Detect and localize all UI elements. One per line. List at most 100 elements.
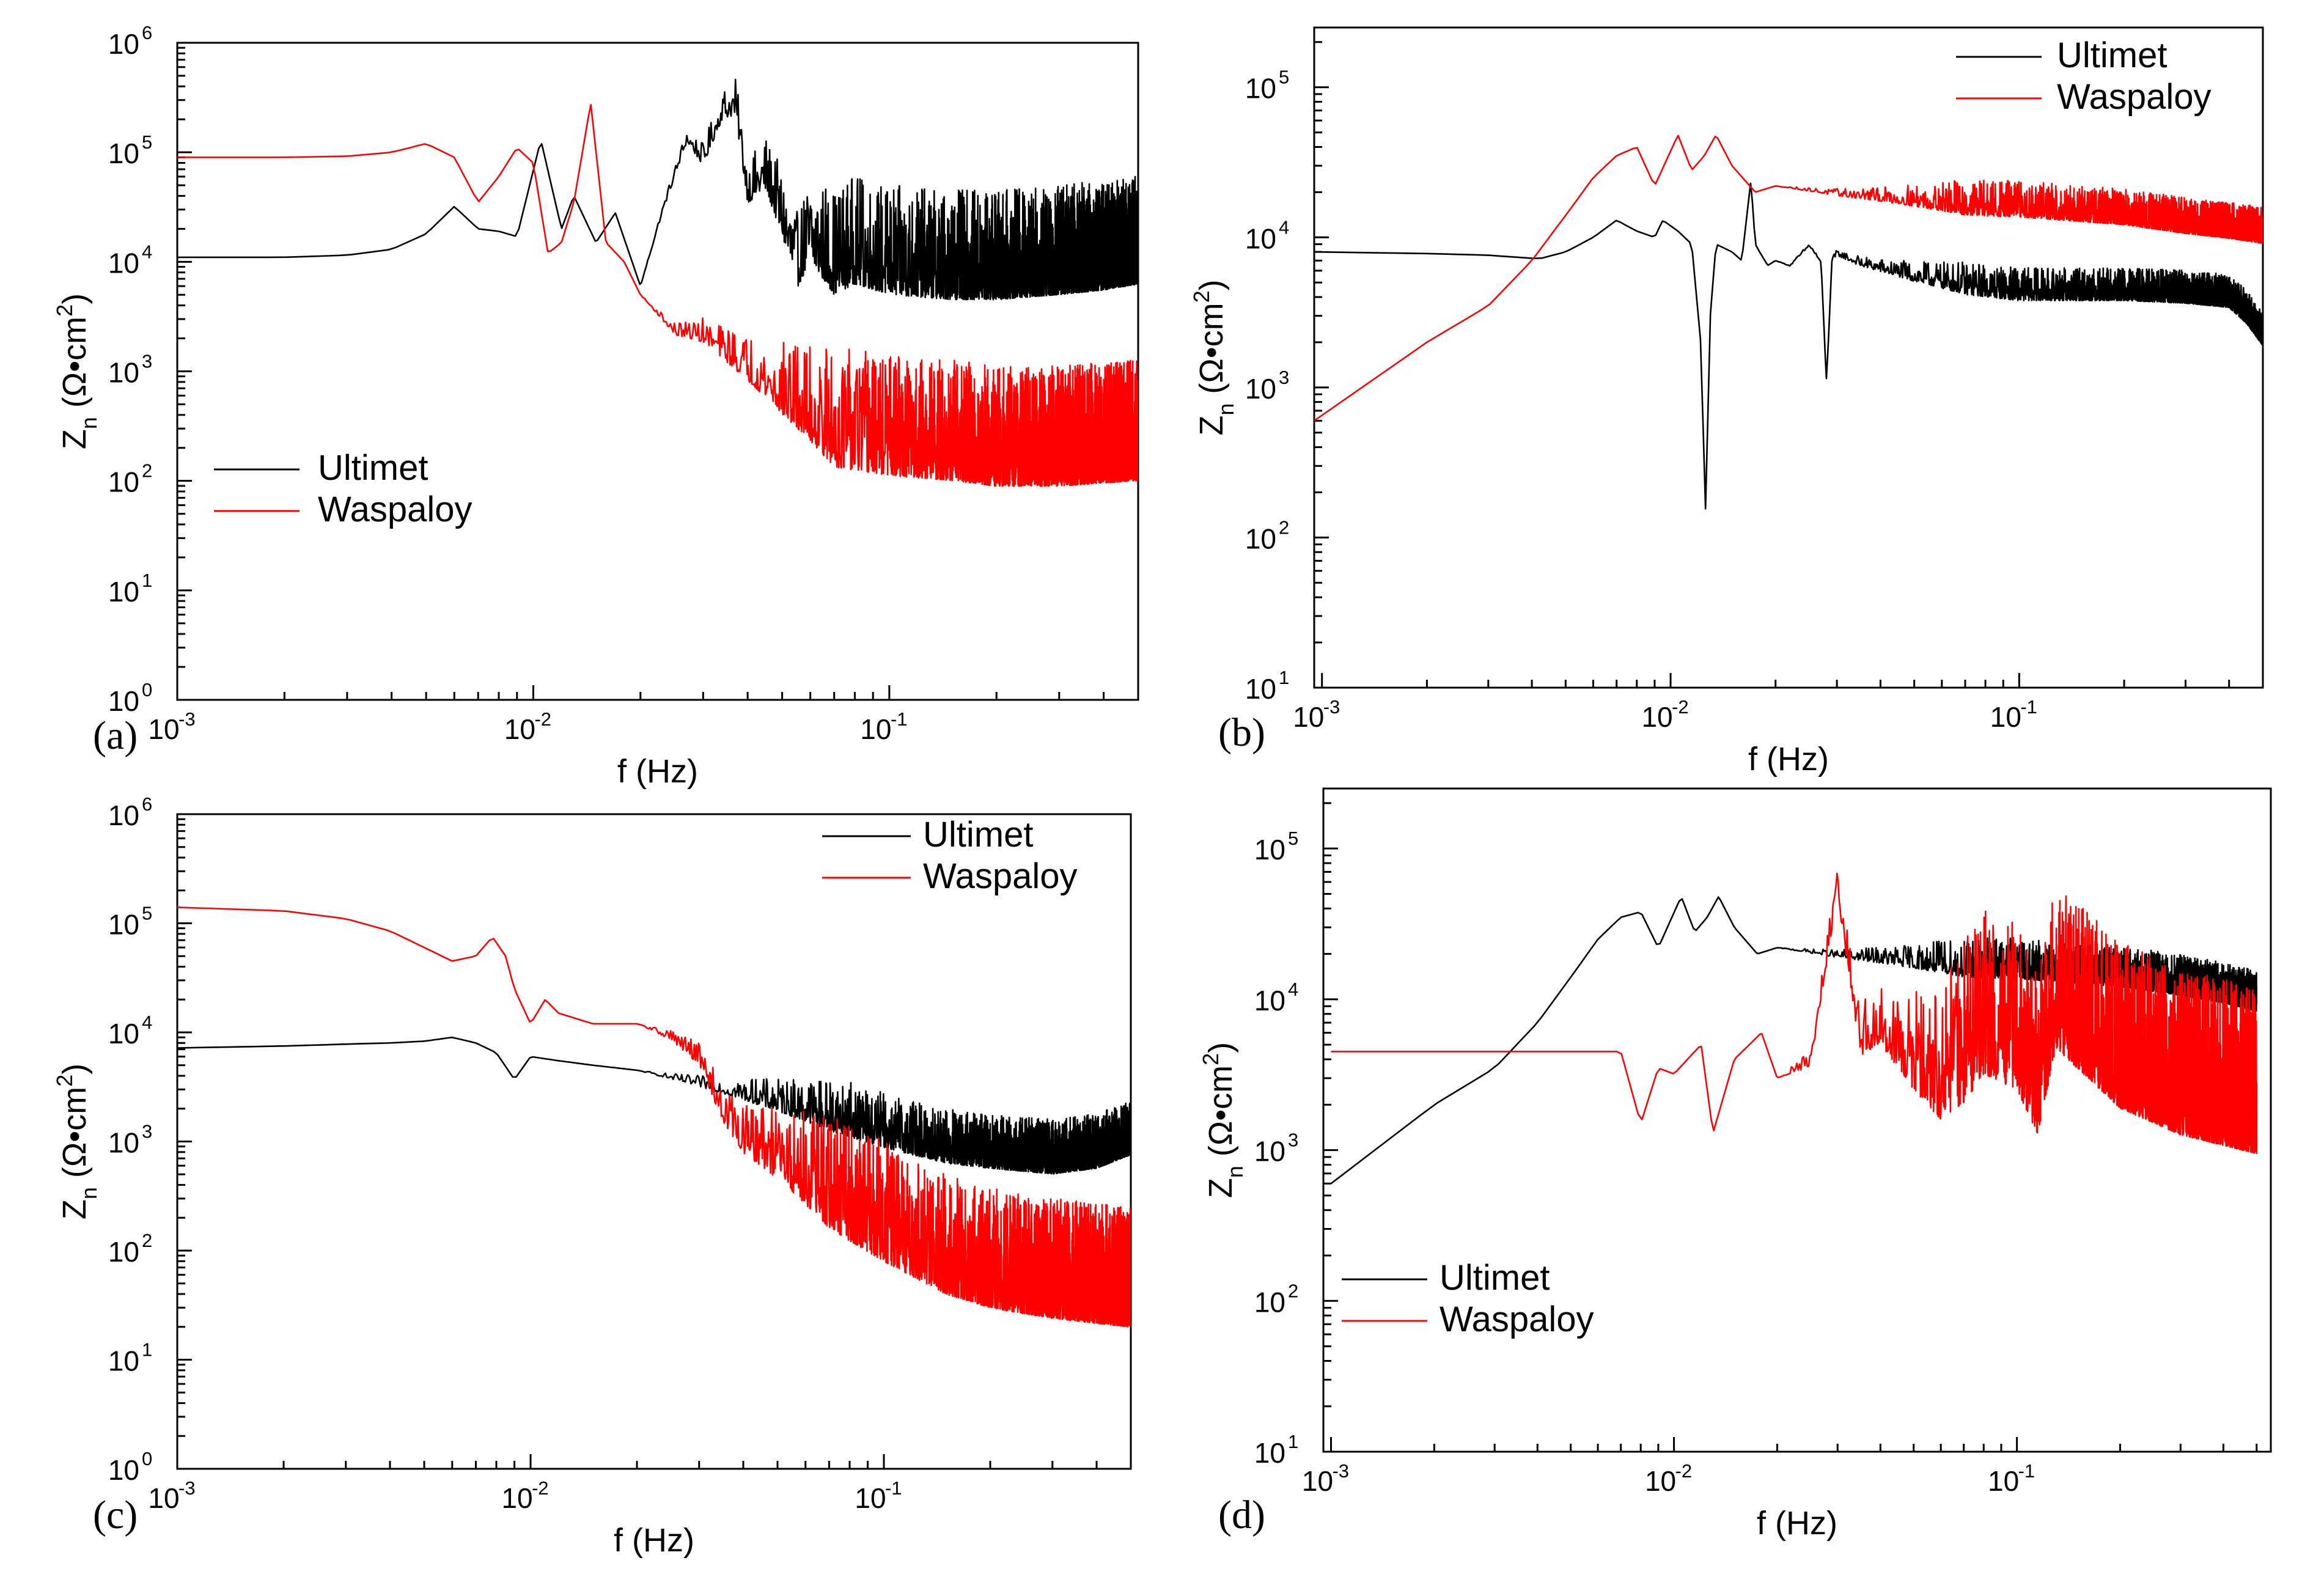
x-tick-exponent: -2 (534, 708, 551, 730)
x-tick-exponent: -1 (891, 708, 908, 730)
y-axis-title-part: 2 (1198, 1053, 1223, 1065)
y-tick-base: 10 (108, 466, 139, 498)
y-tick-base: 10 (1254, 985, 1285, 1016)
x-tick-label: 10-1 (1988, 1460, 2035, 1497)
y-axis-title-part: 2 (1189, 290, 1214, 303)
y-axis-title-part: (Ω•cm (1193, 303, 1230, 403)
y-tick-exponent: 6 (142, 793, 152, 815)
x-axis-ticks (176, 685, 1139, 700)
y-tick-exponent: 1 (142, 570, 152, 591)
legend-label-ultimet: Ultimet (1440, 1258, 1550, 1298)
x-axis-ticks (1329, 1437, 2258, 1452)
series-line-waspaloy (177, 906, 1131, 1328)
y-tick-label: 10 4 (1245, 216, 1289, 254)
x-tick-base: 10 (148, 1482, 179, 1514)
x-tick-exponent: -2 (1672, 696, 1689, 718)
y-tick-exponent: 1 (1288, 1431, 1298, 1452)
y-axis-title: Zn (Ω•cm2) (1189, 279, 1238, 435)
y-tick-base: 10 (1245, 222, 1276, 254)
x-tick-base: 10 (1988, 1465, 2019, 1497)
y-tick-exponent: 2 (1279, 516, 1289, 538)
y-tick-label: 10 5 (108, 903, 152, 941)
y-tick-label: 10 2 (108, 1230, 152, 1268)
x-tick-label: 10-3 (148, 1477, 195, 1514)
series-line-ultimet (1314, 182, 2263, 510)
y-axis-title: Zn (Ω•cm2) (52, 1064, 101, 1219)
y-tick-label: 10 4 (108, 241, 152, 279)
y-axis-title-part: ) (1193, 279, 1230, 290)
y-axis-title-part: Z (56, 1199, 93, 1219)
series-line-waspaloy (177, 104, 1138, 487)
x-tick-base: 10 (860, 713, 891, 745)
x-tick-label: 10-3 (148, 708, 195, 745)
series-line-waspaloy (1314, 134, 2263, 422)
legend-label-waspaloy: Waspaloy (318, 490, 473, 529)
plot-frame (1313, 26, 2264, 689)
x-tick-exponent: -1 (885, 1477, 902, 1499)
legend-label-waspaloy: Waspaloy (2057, 77, 2212, 117)
y-tick-base: 10 (108, 685, 139, 717)
y-axis-title-part: Z (56, 429, 93, 449)
x-tick-base: 10 (504, 713, 535, 745)
y-tick-exponent: 4 (142, 241, 152, 262)
y-tick-base: 10 (108, 138, 139, 169)
panel-label: (d) (1218, 1493, 1265, 1537)
y-axis-title-part: n (76, 417, 101, 429)
y-tick-base: 10 (108, 576, 139, 608)
y-axis-title-part: Z (1202, 1178, 1239, 1198)
y-axis-title-part: (Ω•cm (56, 317, 93, 417)
y-tick-base: 10 (108, 247, 139, 279)
y-axis-ticks (177, 813, 192, 1470)
y-axis-title-part: ) (1202, 1042, 1239, 1053)
y-tick-base: 10 (1254, 1136, 1285, 1167)
y-axis-title-part: n (76, 1187, 101, 1199)
x-tick-base: 10 (1641, 701, 1672, 733)
y-tick-exponent: 4 (1279, 216, 1289, 238)
legend-label-ultimet: Ultimet (2057, 35, 2167, 75)
y-tick-label: 10 5 (1245, 67, 1289, 105)
x-tick-label: 10-1 (1990, 696, 2037, 733)
x-tick-exponent: -3 (178, 1477, 196, 1499)
y-tick-label: 10 0 (108, 1448, 152, 1486)
y-tick-base: 10 (1254, 834, 1285, 866)
y-axis-title: Zn (Ω•cm2) (1198, 1042, 1248, 1198)
y-tick-base: 10 (1245, 373, 1276, 405)
x-axis-ticks (1321, 673, 2264, 688)
y-axis-ticks (1323, 802, 1338, 1453)
x-tick-label: 10-1 (860, 708, 907, 745)
y-axis-title-part: ) (56, 293, 93, 304)
x-tick-base: 10 (1990, 701, 2021, 733)
y-tick-label: 10 5 (1254, 828, 1298, 866)
y-tick-base: 10 (108, 1236, 139, 1268)
x-tick-base: 10 (501, 1482, 532, 1514)
y-tick-exponent: 2 (142, 460, 152, 482)
y-tick-label: 10 2 (1254, 1280, 1298, 1318)
x-axis-title: f (Hz) (1757, 1505, 1837, 1542)
y-tick-base: 10 (108, 28, 139, 60)
y-tick-exponent: 3 (1288, 1130, 1298, 1151)
y-tick-label: 10 3 (1254, 1130, 1298, 1167)
y-tick-exponent: 5 (1279, 67, 1289, 88)
x-tick-exponent: -1 (2018, 1460, 2035, 1482)
y-tick-label: 10 0 (108, 679, 152, 717)
x-tick-label: 10-3 (1302, 1460, 1349, 1497)
x-tick-base: 10 (1302, 1465, 1333, 1497)
x-tick-base: 10 (1293, 701, 1324, 733)
legend-label-ultimet: Ultimet (318, 448, 428, 488)
y-axis-title-part: 2 (52, 1075, 77, 1087)
y-tick-base: 10 (108, 800, 139, 831)
x-tick-label: 10-2 (504, 708, 551, 745)
y-tick-exponent: 5 (142, 131, 152, 153)
y-tick-base: 10 (108, 1454, 139, 1486)
x-tick-label: 10-2 (1645, 1460, 1692, 1497)
x-tick-exponent: -3 (178, 708, 196, 730)
y-tick-label: 10 2 (108, 460, 152, 498)
y-axis-title-part: n (1213, 403, 1238, 416)
